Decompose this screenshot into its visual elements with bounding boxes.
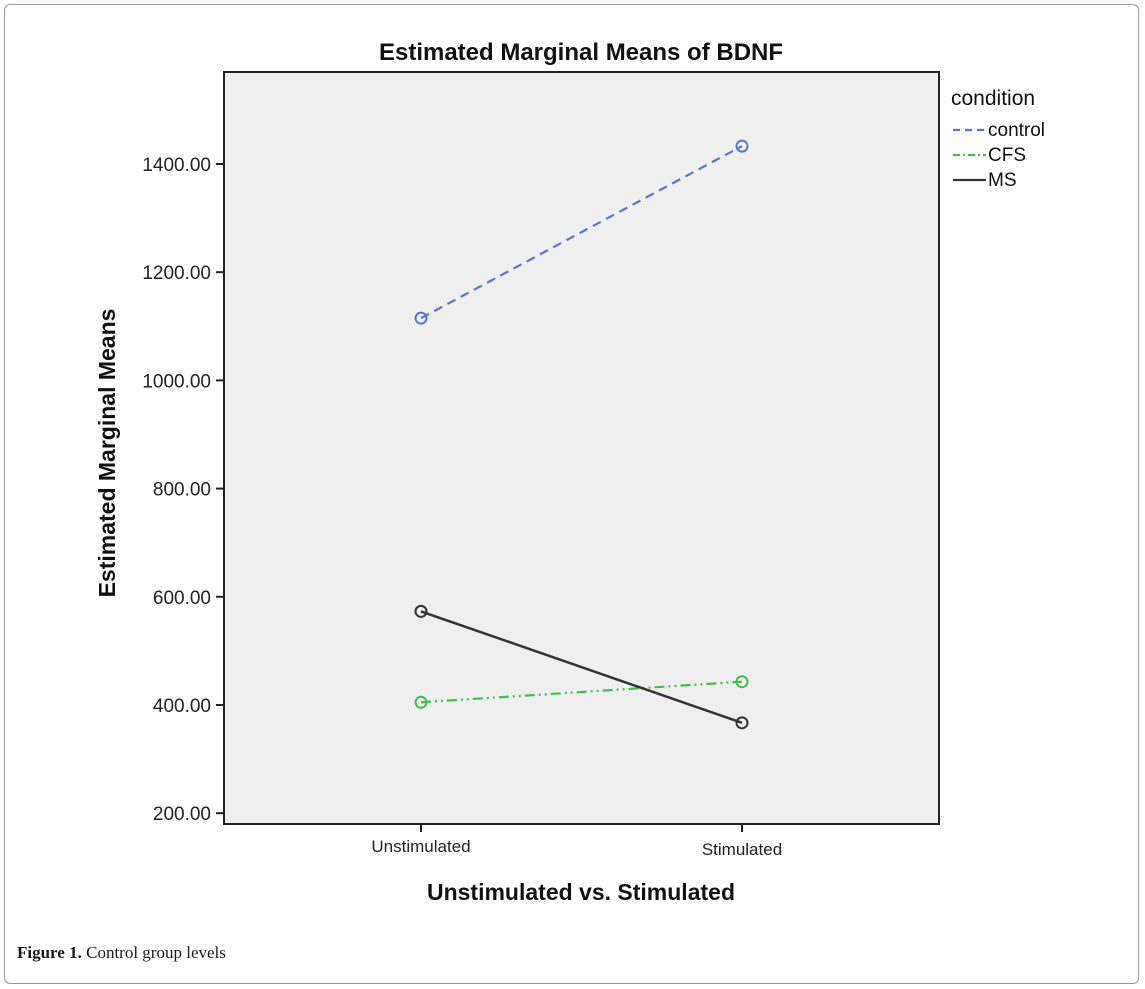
legend: condition control CFS MS (951, 87, 1045, 191)
caption-text: Control group levels (86, 943, 226, 962)
y-axis-label: Estimated Marginal Means (94, 309, 120, 598)
data-point-cfs (735, 675, 749, 689)
data-point-control (735, 139, 749, 153)
x-tick-label: Stimulated (702, 840, 782, 859)
y-tick-label: 800.00 (153, 480, 211, 501)
chart-title: Estimated Marginal Means of BDNF (379, 39, 783, 66)
chart: Estimated Marginal Means of BDNF 200.00 4… (94, 39, 1045, 905)
data-point-cfs (414, 695, 428, 709)
data-point-control (414, 311, 428, 325)
series-group (414, 139, 749, 730)
legend-title: condition (951, 87, 1035, 110)
y-tick-label: 600.00 (153, 588, 211, 609)
legend-label-cfs: CFS (988, 145, 1026, 166)
figure-frame: Estimated Marginal Means of BDNF 200.00 4… (4, 4, 1139, 984)
y-tick-label: 1200.00 (142, 263, 211, 284)
y-axis: 200.00 400.00 600.00 800.00 1000.00 1200.00 14… (142, 155, 224, 825)
data-point-ms (414, 604, 428, 618)
figure-caption: Figure 1. Control group levels (17, 943, 226, 963)
series-line-control (420, 145, 743, 320)
y-tick-label: 200.00 (153, 804, 211, 825)
y-tick-label: 400.00 (153, 696, 211, 717)
legend-label-control: control (988, 120, 1045, 141)
x-tick-label: Unstimulated (371, 837, 470, 856)
series-line-cfs (420, 680, 743, 704)
y-tick-label: 1400.00 (142, 155, 211, 176)
caption-label: Figure 1. (17, 943, 82, 962)
x-axis-label: Unstimulated vs. Stimulated (427, 879, 735, 905)
data-point-ms (735, 716, 749, 730)
legend-label-ms: MS (988, 170, 1017, 191)
series-line-ms (420, 610, 743, 725)
plot-area (223, 71, 940, 825)
y-tick-label: 1000.00 (142, 371, 211, 392)
x-axis: Unstimulated Stimulated (371, 824, 782, 859)
